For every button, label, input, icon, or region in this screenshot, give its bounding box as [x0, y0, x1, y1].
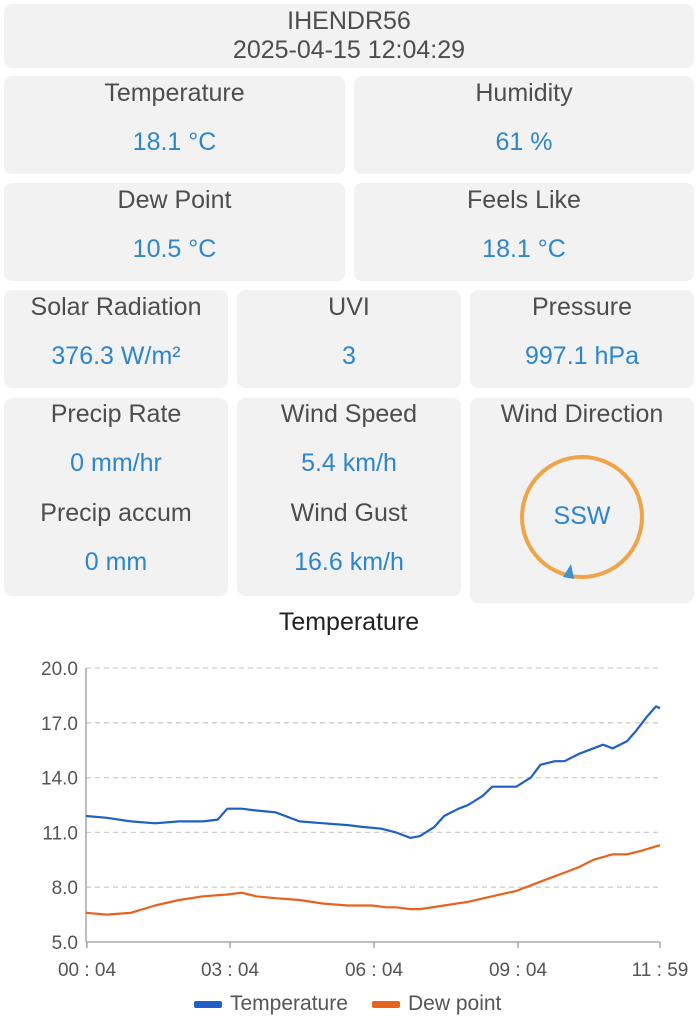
legend-item-temperature[interactable]: Temperature	[194, 992, 348, 1016]
card-wind-direction: Wind Direction SSW	[470, 398, 694, 603]
card-value: 376.3 W/m²	[51, 342, 181, 370]
series-line-dew-point	[85, 844, 661, 916]
card-humidity: Humidity 61 %	[354, 76, 694, 174]
card-value: 16.6 km/h	[294, 548, 404, 576]
chart-title: Temperature	[278, 608, 420, 636]
y-tick-label: 20.0	[41, 659, 78, 680]
wind-arrow-icon	[563, 564, 574, 579]
y-tick-label: 8.0	[52, 878, 78, 899]
x-tick-label: 11 : 59	[632, 960, 689, 981]
y-tick-label: 11.0	[42, 823, 78, 844]
card-label: Precip accum	[40, 499, 192, 527]
card-value: 18.1 °C	[482, 235, 566, 263]
legend-swatch	[372, 1000, 400, 1008]
legend-swatch	[194, 1000, 222, 1008]
card-label: Solar Radiation	[30, 293, 202, 321]
series-line-temperature	[85, 705, 661, 839]
wind-direction-value: SSW	[553, 502, 611, 530]
timestamp: 2025-04-15 12:04:29	[232, 36, 466, 64]
temperature-chart: 20.0 17.0 14.0 11.0 8.0 5.0 00 : 04 03 : 04 06 :…	[41, 659, 689, 981]
card-label: Feels Like	[467, 186, 581, 214]
x-tick-label: 06 : 04	[345, 960, 404, 981]
card-label: Temperature	[104, 79, 245, 107]
card-value: 997.1 hPa	[525, 342, 639, 370]
x-tick-label: 00 : 04	[58, 960, 117, 981]
card-label: Wind Direction	[500, 400, 664, 428]
card-label: Wind Gust	[290, 499, 408, 527]
y-tick-label: 14.0	[41, 769, 78, 790]
card-label: Wind Speed	[280, 400, 418, 428]
card-label: UVI	[328, 293, 370, 321]
card-precipitation: Precip Rate 0 mm/hr Precip accum 0 mm	[4, 398, 228, 596]
card-label: Humidity	[475, 79, 573, 107]
card-uvi: UVI 3	[237, 290, 461, 388]
card-value: 61 %	[495, 128, 553, 156]
card-wind: Wind Speed 5.4 km/h Wind Gust 16.6 km/h	[237, 398, 461, 596]
x-tick-label: 03 : 04	[201, 960, 260, 981]
card-value: 3	[342, 342, 356, 370]
card-pressure: Pressure 997.1 hPa	[470, 290, 694, 388]
compass-ring	[520, 455, 644, 579]
wind-compass-icon	[520, 455, 644, 579]
card-value: 10.5 °C	[132, 235, 217, 263]
card-solar-radiation: Solar Radiation 376.3 W/m²	[4, 290, 228, 388]
card-value: 0 mm	[84, 548, 148, 576]
card-temperature: Temperature 18.1 °C	[4, 76, 345, 174]
card-value: 0 mm/hr	[70, 449, 162, 477]
card-value: 5.4 km/h	[301, 449, 397, 477]
card-label: Dew Point	[117, 186, 232, 214]
x-tick-label: 09 : 04	[489, 960, 548, 981]
station-name: IHENDR56	[287, 7, 411, 35]
card-dew-point: Dew Point 10.5 °C	[4, 183, 345, 281]
card-value: 18.1 °C	[132, 128, 217, 156]
legend-label: Temperature	[230, 992, 348, 1015]
y-tick-label: 5.0	[52, 933, 78, 954]
legend-item-dew-point[interactable]: Dew point	[372, 992, 501, 1016]
card-label: Pressure	[531, 293, 633, 321]
station-header: IHENDR56 2025-04-15 12:04:29	[4, 4, 694, 68]
card-label: Precip Rate	[50, 400, 182, 428]
y-tick-label: 17.0	[41, 714, 78, 735]
legend-label: Dew point	[408, 992, 502, 1015]
card-feels-like: Feels Like 18.1 °C	[354, 183, 694, 281]
